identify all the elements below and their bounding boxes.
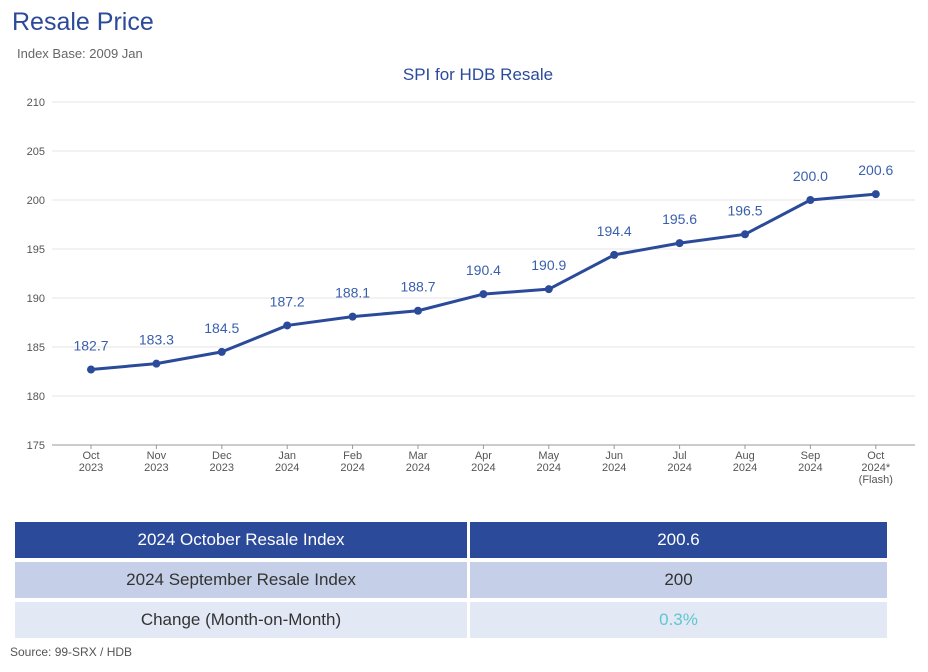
x-tick-label: May 2024 [537, 450, 561, 474]
data-label: 184.5 [204, 320, 239, 336]
x-tick-label: Dec 2023 [210, 450, 234, 474]
label-layer: 182.7 183.3 184.5 187.2 188.1 188.7 190.4 190.9… [73, 162, 893, 353]
data-point [871, 190, 880, 199]
data-label: 188.7 [400, 279, 435, 295]
data-point [675, 239, 684, 248]
data-point [806, 196, 815, 204]
y-tick-label: 195 [27, 244, 45, 256]
grid-layer: 175 180 185 190 195 200 205 210 Oct 2023 Nov 2023 De… [27, 97, 915, 486]
data-point [217, 347, 226, 356]
x-tick-label: Aug 2024 [733, 450, 757, 474]
data-label: 190.4 [466, 262, 501, 278]
data-label: 188.1 [335, 285, 370, 301]
data-label: 200.6 [858, 162, 893, 178]
summary-table: 2024 October Resale Index 200.6 2024 Sep… [15, 522, 887, 638]
september-index-value: 200 [468, 560, 887, 602]
y-tick-label: 205 [27, 146, 45, 158]
mom-change-value: 0.3% [468, 600, 887, 638]
x-tick-label: Mar 2024 [406, 450, 430, 474]
data-point [544, 285, 553, 294]
x-tick-label: Jul 2024 [667, 450, 691, 474]
source-note: Source: 99-SRX / HDB [10, 645, 133, 659]
x-tick-label: Oct 2023 [79, 450, 103, 474]
y-tick-label: 175 [27, 440, 45, 452]
data-point [414, 306, 422, 315]
data-label: 183.3 [139, 332, 174, 348]
y-tick-label: 210 [27, 97, 45, 109]
october-index-value: 200.6 [468, 522, 887, 562]
october-index-label: 2024 October Resale Index [15, 522, 470, 562]
x-tick-label: Apr 2024 [471, 450, 495, 474]
data-label: 194.4 [597, 223, 632, 239]
spi-line-chart: SPI for HDB Resale 175 180 185 190 195 200 205… [27, 65, 915, 486]
line-layer [87, 190, 880, 374]
data-label: 182.7 [73, 338, 108, 354]
x-tick-label: Feb 2024 [340, 450, 364, 474]
x-tick-label: Jan 2024 [275, 450, 299, 474]
data-point [610, 250, 619, 259]
data-point [479, 290, 488, 299]
y-tick-label: 185 [27, 342, 45, 354]
table-row: 2024 October Resale Index 200.6 [15, 522, 887, 562]
x-tick-label: Nov 2023 [144, 450, 168, 474]
september-index-label: 2024 September Resale Index [15, 560, 470, 602]
x-tick-label: Sep 2024 [798, 450, 822, 474]
data-label: 187.2 [270, 293, 305, 309]
data-point [741, 230, 749, 239]
mom-change-label: Change (Month-on-Month) [15, 600, 470, 638]
data-label: 200.0 [793, 168, 828, 184]
y-tick-label: 190 [27, 293, 45, 305]
chart-title: SPI for HDB Resale [403, 65, 553, 84]
page-title: Resale Price [12, 8, 154, 36]
data-point [283, 321, 292, 330]
x-tick-label: Jun 2024 [602, 450, 626, 474]
table-row: 2024 September Resale Index 200 [15, 560, 887, 602]
table-row: Change (Month-on-Month) 0.3% [15, 600, 887, 638]
data-label: 195.6 [662, 211, 697, 227]
data-point [87, 365, 95, 374]
data-label: 190.9 [531, 257, 566, 273]
data-point [152, 359, 161, 368]
index-base-subtitle: Index Base: 2009 Jan [17, 46, 143, 61]
x-tick-label: Oct 2024* (Flash) [859, 450, 893, 486]
data-point [348, 312, 357, 321]
data-label: 196.5 [727, 202, 762, 218]
series-line [90, 192, 876, 372]
y-tick-label: 180 [27, 391, 45, 403]
y-tick-label: 200 [27, 195, 45, 207]
